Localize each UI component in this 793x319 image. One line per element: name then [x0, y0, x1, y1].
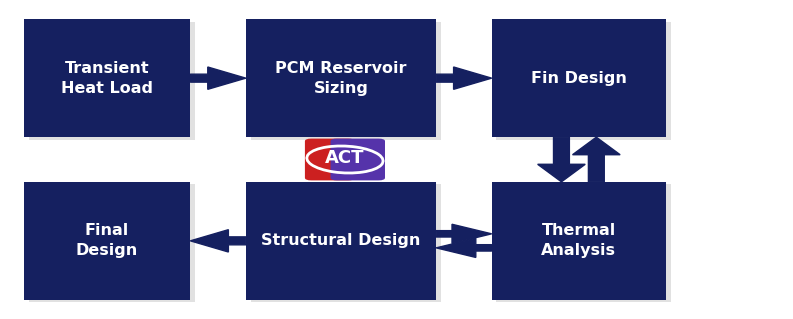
FancyArrow shape — [573, 137, 620, 182]
FancyBboxPatch shape — [251, 22, 441, 140]
FancyBboxPatch shape — [492, 19, 666, 137]
FancyBboxPatch shape — [492, 182, 666, 300]
Text: ACT: ACT — [325, 149, 365, 167]
FancyBboxPatch shape — [24, 19, 190, 137]
FancyBboxPatch shape — [24, 182, 190, 300]
Text: PCM Reservoir
Sizing: PCM Reservoir Sizing — [275, 61, 407, 96]
FancyArrow shape — [436, 67, 492, 89]
FancyArrow shape — [436, 238, 492, 257]
Text: Structural Design: Structural Design — [262, 233, 420, 249]
FancyBboxPatch shape — [305, 138, 354, 181]
Text: Thermal
Analysis: Thermal Analysis — [542, 223, 616, 258]
Text: Transient
Heat Load: Transient Heat Load — [61, 61, 153, 96]
FancyArrow shape — [436, 224, 492, 243]
FancyBboxPatch shape — [246, 182, 436, 300]
FancyArrow shape — [190, 230, 246, 252]
FancyArrow shape — [190, 67, 246, 89]
Text: Fin Design: Fin Design — [531, 70, 626, 86]
FancyBboxPatch shape — [29, 184, 195, 302]
FancyBboxPatch shape — [331, 138, 385, 181]
Text: Final
Design: Final Design — [76, 223, 138, 258]
FancyArrow shape — [538, 137, 585, 182]
FancyBboxPatch shape — [496, 184, 671, 302]
FancyBboxPatch shape — [496, 22, 671, 140]
FancyBboxPatch shape — [246, 19, 436, 137]
FancyBboxPatch shape — [251, 184, 441, 302]
FancyBboxPatch shape — [29, 22, 195, 140]
